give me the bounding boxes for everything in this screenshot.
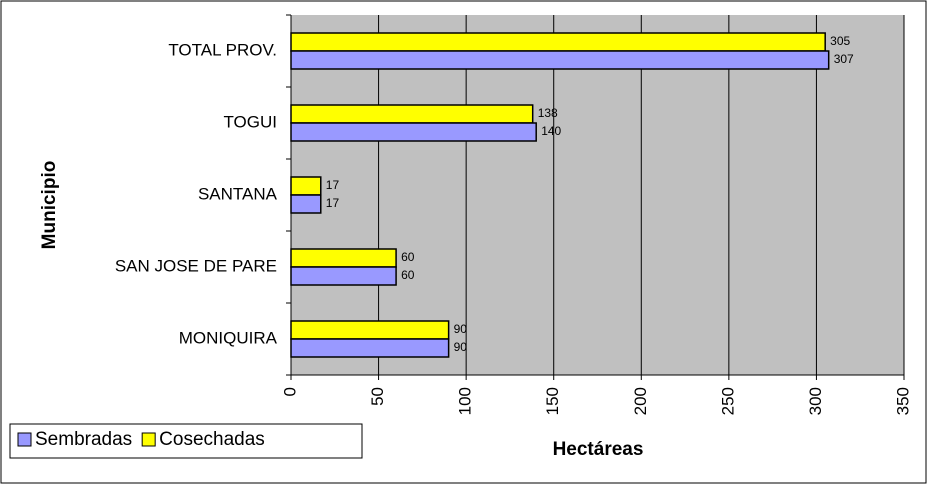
legend-label: Sembradas <box>35 429 132 450</box>
plot-area <box>291 15 904 375</box>
bar <box>290 320 450 340</box>
legend-swatch <box>17 432 32 447</box>
x-tick-label: 50 <box>368 387 387 406</box>
x-tick-label: 100 <box>456 387 475 415</box>
bar <box>290 248 397 268</box>
bar <box>290 50 830 70</box>
data-label: 60 <box>401 268 415 282</box>
bar <box>290 104 534 124</box>
x-tick-label: 200 <box>631 387 650 415</box>
legend-label: Cosechadas <box>159 429 265 450</box>
data-label: 305 <box>830 34 850 48</box>
y-tick-label: MONIQUIRA <box>179 328 278 347</box>
data-label: 60 <box>401 250 415 264</box>
y-tick-label: SANTANA <box>198 184 278 203</box>
y-tick-label: SAN JOSE DE PARE <box>115 256 277 275</box>
y-axis-title: Municipio <box>39 161 60 250</box>
legend-swatch <box>141 432 156 447</box>
data-label: 17 <box>326 178 340 192</box>
x-tick-label: 0 <box>280 387 299 396</box>
x-tick-label: 350 <box>893 387 912 415</box>
data-label: 90 <box>454 340 468 354</box>
x-axis-title: Hectáreas <box>553 439 644 460</box>
bar <box>290 32 826 52</box>
data-label: 307 <box>834 52 854 66</box>
legend-box <box>9 423 363 459</box>
bar <box>290 176 322 196</box>
y-tick-label: TOTAL PROV. <box>168 40 277 59</box>
bar <box>290 266 397 286</box>
bar <box>290 338 450 358</box>
x-tick-label: 150 <box>543 387 562 415</box>
x-tick-label: 300 <box>806 387 825 415</box>
bar <box>290 122 537 142</box>
data-label: 90 <box>454 322 468 336</box>
y-tick-label: TOGUI <box>223 112 277 131</box>
data-label: 17 <box>326 196 340 210</box>
data-label: 140 <box>541 124 561 138</box>
x-tick-label: 250 <box>718 387 737 415</box>
data-label: 138 <box>538 106 558 120</box>
bar <box>290 194 322 214</box>
